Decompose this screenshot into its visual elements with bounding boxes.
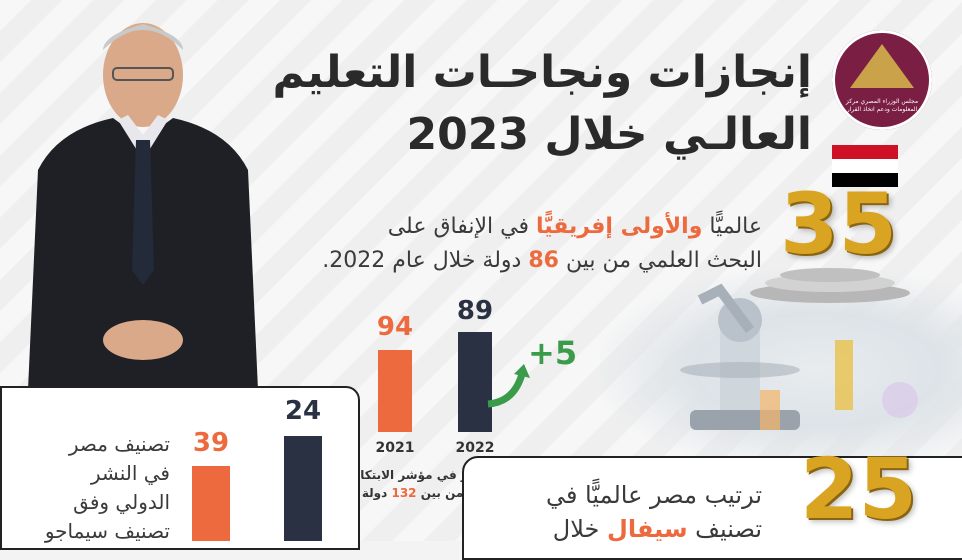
stat1-line-2: البحث العلمي من بين 86 دولة خلال عام 202… (282, 244, 762, 278)
scimago-line-1: تصنيف مصر (68, 432, 170, 456)
scimago-bar-dark (284, 436, 322, 541)
innovation-year-2022: 2022 (455, 440, 495, 456)
innovation-value-2021: 94 (376, 312, 414, 342)
innovation-year-2021: 2021 (375, 440, 415, 456)
title-line-1: إنجازات ونجاحـات التعليم (272, 47, 812, 98)
stat2-line-1: ترتيب مصر عالميًّا في (545, 481, 762, 509)
scimago-line-2: في النشر (90, 461, 170, 485)
flag-black-stripe (832, 173, 898, 187)
stat1-line-1: عالميًّا والأولى إفريقيًّا في الإنفاق عل… (282, 210, 762, 244)
innovation-bar-2022 (458, 332, 492, 432)
scimago-text: تصنيف مصر في النشر الدولي وفق تصنيف سيما… (30, 430, 170, 546)
stat1-countries: دولة خلال عام 2022. (322, 248, 529, 273)
stat1-number: 35 (780, 175, 897, 273)
pedestal-graphic (745, 265, 915, 305)
change-label: +5 (528, 334, 578, 372)
stat1-globally: عالميًّا (702, 214, 762, 239)
page-title: إنجازات ونجاحـات التعليم العالـي خلال 20… (252, 42, 812, 166)
green-arrow-icon (484, 360, 534, 410)
minister-portrait (18, 10, 258, 390)
pyramid-emblem (850, 44, 914, 88)
scimago-value-39: 39 (192, 428, 230, 458)
caption-country: دولة (361, 486, 392, 500)
scimago-bar-orange (192, 466, 230, 541)
scimago-line-3: الدولي وفق (73, 490, 170, 514)
innovation-bar-2021 (378, 350, 412, 432)
stat1-first: والأولى (620, 214, 703, 239)
stat2-line-2: تصنيف سيفال خلال (462, 512, 762, 546)
stat2-during: خلال (552, 515, 608, 543)
stat2-cefal: سيفال (607, 515, 688, 543)
title-line-2: العالـي خلال 2023 (406, 109, 812, 160)
stat1-africa: إفريقيًّا (535, 214, 621, 239)
flag-red-stripe (832, 145, 898, 159)
caption-132: 132 (391, 486, 417, 500)
stat2-text: ترتيب مصر عالميًّا في تصنيف سيفال خلال (462, 478, 762, 546)
stat1-text: عالميًّا والأولى إفريقيًّا في الإنفاق عل… (282, 210, 762, 278)
stat2-number: 25 (800, 440, 917, 538)
stat1-research: البحث العلمي من بين (558, 248, 762, 273)
logo-text: مجلس الوزراء المصري مركز المعلومات ودعم … (845, 98, 919, 113)
idsc-logo: مجلس الوزراء المصري مركز المعلومات ودعم … (832, 30, 932, 130)
scimago-line-4: تصنيف سيماجو (44, 519, 170, 543)
innovation-value-2022: 89 (456, 296, 494, 326)
stat1-86: 86 (528, 248, 559, 273)
lab-equipment-image (600, 270, 962, 470)
flag-white-stripe (832, 159, 898, 173)
scimago-value-24: 24 (284, 396, 322, 426)
stat2-ranking: تصنيف (687, 515, 762, 543)
egypt-flag (832, 145, 898, 187)
stat1-spending: في الإنفاق على (387, 214, 536, 239)
